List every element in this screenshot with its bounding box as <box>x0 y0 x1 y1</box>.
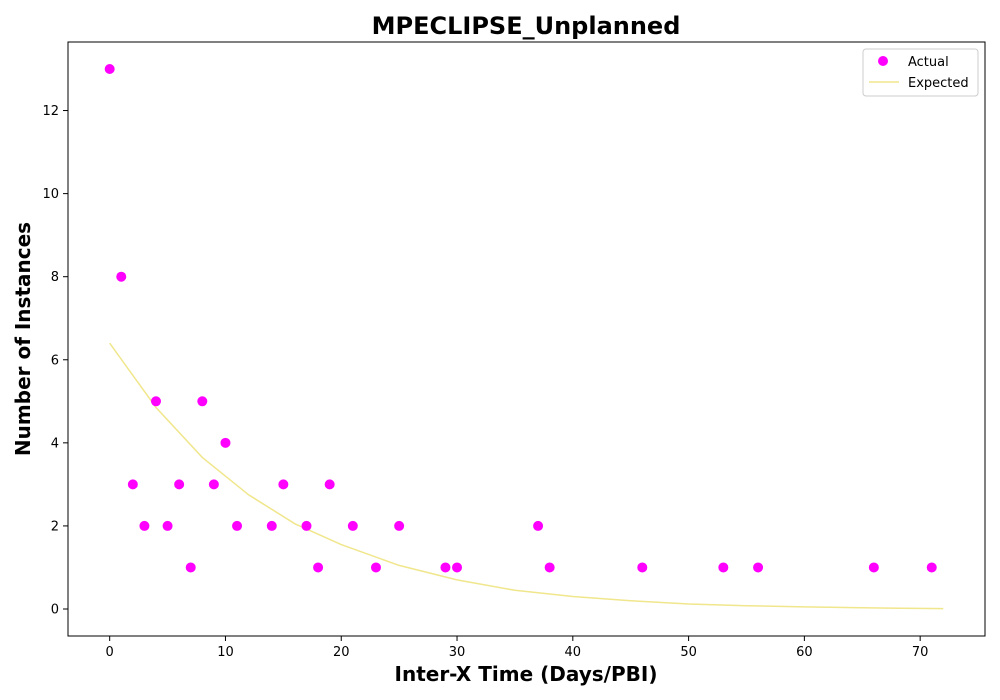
actual-point <box>301 520 312 531</box>
y-tick-label: 0 <box>51 603 59 618</box>
actual-point <box>394 520 405 531</box>
x-axis-label: Inter-X Time (Days/PBI) <box>395 662 658 686</box>
x-tick-label: 0 <box>106 645 114 660</box>
actual-point <box>753 562 764 573</box>
y-tick-label: 6 <box>51 353 59 368</box>
actual-point <box>718 562 729 573</box>
legend: Actual Expected <box>862 48 979 97</box>
actual-point <box>220 437 231 448</box>
y-tick-label: 10 <box>42 187 59 202</box>
actual-point <box>174 479 185 490</box>
actual-point <box>926 562 937 573</box>
x-tick-label: 50 <box>680 645 697 660</box>
actual-point <box>313 562 324 573</box>
actual-point <box>150 396 161 407</box>
actual-point <box>185 562 196 573</box>
y-tick-label: 8 <box>51 270 59 285</box>
x-axis: 0 10 20 30 40 50 60 70 <box>106 636 929 660</box>
actual-point <box>127 479 138 490</box>
x-tick-label: 40 <box>565 645 582 660</box>
x-tick-label: 30 <box>449 645 466 660</box>
actual-point <box>440 562 451 573</box>
actual-point <box>104 64 115 74</box>
y-tick-label: 12 <box>42 104 59 119</box>
actual-point <box>868 562 879 573</box>
actual-point <box>232 520 243 531</box>
y-axis: 0 2 4 6 8 10 12 <box>42 104 68 618</box>
actual-point <box>370 562 381 573</box>
actual-point <box>278 479 289 490</box>
plot-area <box>104 64 944 610</box>
y-tick-label: 2 <box>51 519 59 534</box>
y-axis-label: Number of Instances <box>11 222 35 456</box>
actual-point <box>208 479 219 490</box>
legend-label-actual: Actual <box>908 55 949 70</box>
x-tick-label: 60 <box>796 645 813 660</box>
x-tick-label: 70 <box>912 645 929 660</box>
actual-point <box>544 562 555 573</box>
actual-point <box>347 520 358 531</box>
actual-point <box>452 562 463 573</box>
actual-point <box>324 479 335 490</box>
actual-point <box>139 520 150 531</box>
chart-title: MPECLIPSE_Unplanned <box>372 12 681 40</box>
x-tick-label: 10 <box>217 645 234 660</box>
actual-point <box>162 520 173 531</box>
legend-label-expected: Expected <box>908 76 969 91</box>
y-tick-label: 4 <box>51 436 59 451</box>
actual-point <box>533 520 544 531</box>
actual-point <box>116 271 127 282</box>
actual-point <box>637 562 648 573</box>
legend-box <box>862 48 979 97</box>
actual-point <box>266 520 277 531</box>
plot-frame <box>67 41 986 637</box>
actual-point <box>197 396 208 407</box>
legend-marker-actual <box>878 56 888 66</box>
expected-curve <box>109 342 944 610</box>
x-tick-label: 20 <box>333 645 350 660</box>
